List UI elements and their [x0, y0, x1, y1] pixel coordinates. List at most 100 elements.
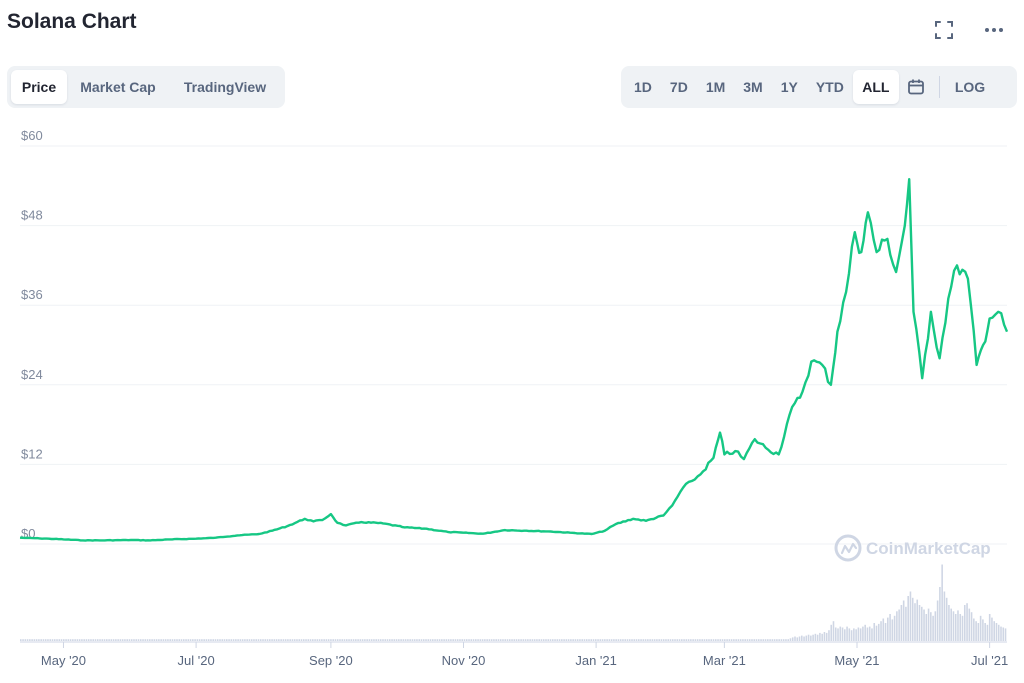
volume-bar	[192, 639, 194, 641]
volume-bar	[821, 633, 823, 641]
volume-bar	[486, 639, 488, 641]
volume-bar	[970, 612, 973, 641]
volume-bar	[169, 639, 171, 641]
more-icon[interactable]	[982, 18, 1006, 42]
volume-bar	[748, 639, 751, 641]
volume-bar	[106, 639, 108, 641]
volume-bar	[115, 639, 117, 641]
fullscreen-icon[interactable]	[932, 18, 956, 42]
volume-bar	[576, 639, 579, 641]
volume-bar	[717, 639, 719, 641]
volume-bar	[413, 639, 416, 641]
range-all[interactable]: ALL	[852, 70, 899, 104]
volume-bar	[53, 639, 56, 641]
volume-bar	[130, 639, 133, 641]
volume-bar	[164, 639, 167, 641]
volume-bar	[282, 639, 285, 641]
volume-bar	[853, 628, 855, 641]
volume-bar	[44, 639, 47, 641]
volume-bar	[83, 639, 85, 641]
volume-bar	[418, 639, 421, 641]
volume-bar	[228, 639, 230, 641]
volume-bar	[379, 639, 382, 641]
y-tick-label: $60	[21, 128, 43, 143]
volume-bar	[662, 639, 665, 641]
volume-bar	[864, 624, 866, 641]
coinmarketcap-logo-icon	[834, 534, 862, 562]
volume-bar	[816, 634, 819, 641]
volume-bar	[920, 606, 923, 641]
range-1m[interactable]: 1M	[705, 79, 726, 95]
volume-bar	[269, 639, 271, 641]
volume-bar	[456, 639, 459, 641]
volume-bar	[420, 639, 423, 641]
volume-bar	[259, 639, 262, 641]
volume-bar	[907, 596, 909, 641]
tab-market-cap[interactable]: Market Cap	[80, 79, 156, 95]
volume-bar	[330, 639, 332, 641]
volume-bar	[411, 639, 414, 641]
volume-bar	[121, 639, 124, 641]
volume-bar	[189, 639, 192, 641]
top-actions	[932, 18, 1006, 42]
price-line	[19, 178, 1009, 542]
volume-bar	[452, 639, 454, 641]
volume-bar	[647, 639, 649, 641]
volume-bar	[246, 639, 248, 641]
volume-bar	[307, 639, 310, 641]
volume-bar	[825, 632, 828, 641]
volume-bar	[312, 639, 314, 641]
volume-bar	[540, 639, 543, 641]
volume-bar	[343, 639, 346, 641]
volume-bar	[939, 587, 941, 641]
volume-bar	[173, 639, 176, 641]
volume-bar	[302, 639, 305, 641]
volume-bar	[359, 639, 362, 641]
tab-price[interactable]: Price	[11, 70, 67, 104]
volume-bar	[160, 639, 162, 641]
volume-bar	[42, 639, 45, 641]
range-7d[interactable]: 7D	[669, 79, 688, 95]
volume-bar	[146, 639, 149, 641]
range-1d[interactable]: 1D	[634, 79, 652, 95]
volume-bar	[239, 639, 242, 641]
volume-bar	[893, 615, 896, 641]
volume-bar	[477, 639, 479, 641]
volume-bar	[468, 639, 470, 641]
volume-bar	[975, 621, 977, 641]
volume-bar	[278, 639, 280, 641]
volume-bar	[445, 639, 448, 641]
volume-bar	[384, 639, 387, 641]
volume-bar	[633, 639, 636, 641]
volume-bar	[348, 639, 350, 641]
volume-bar	[126, 639, 128, 641]
volume-bar	[402, 639, 405, 641]
volume-bar	[739, 639, 742, 641]
volume-bar	[56, 639, 58, 641]
volume-bar	[789, 638, 792, 641]
volume-bar	[724, 639, 726, 641]
volume-bar	[651, 639, 654, 641]
volume-bar	[558, 639, 561, 641]
volume-bar	[96, 639, 99, 641]
volume-bar	[323, 639, 325, 641]
calendar-button[interactable]	[899, 70, 933, 104]
volume-bar	[988, 614, 991, 641]
volume-bar	[959, 614, 962, 641]
volume-bar	[167, 639, 169, 641]
volume-bar	[995, 623, 998, 641]
volume-bar	[463, 639, 466, 641]
volume-bar	[948, 605, 950, 641]
log-toggle[interactable]: LOG	[954, 79, 986, 95]
volume-bar	[556, 639, 559, 641]
volume-bar	[207, 639, 210, 641]
volume-bar	[416, 639, 418, 641]
tab-tradingview[interactable]: TradingView	[183, 79, 267, 95]
volume-bar	[29, 639, 31, 641]
volume-bar	[524, 639, 527, 641]
range-ytd[interactable]: YTD	[815, 79, 844, 95]
range-3m[interactable]: 3M	[743, 79, 763, 95]
range-1y[interactable]: 1Y	[780, 79, 798, 95]
volume-bar	[746, 639, 749, 641]
volume-bar	[751, 639, 753, 641]
